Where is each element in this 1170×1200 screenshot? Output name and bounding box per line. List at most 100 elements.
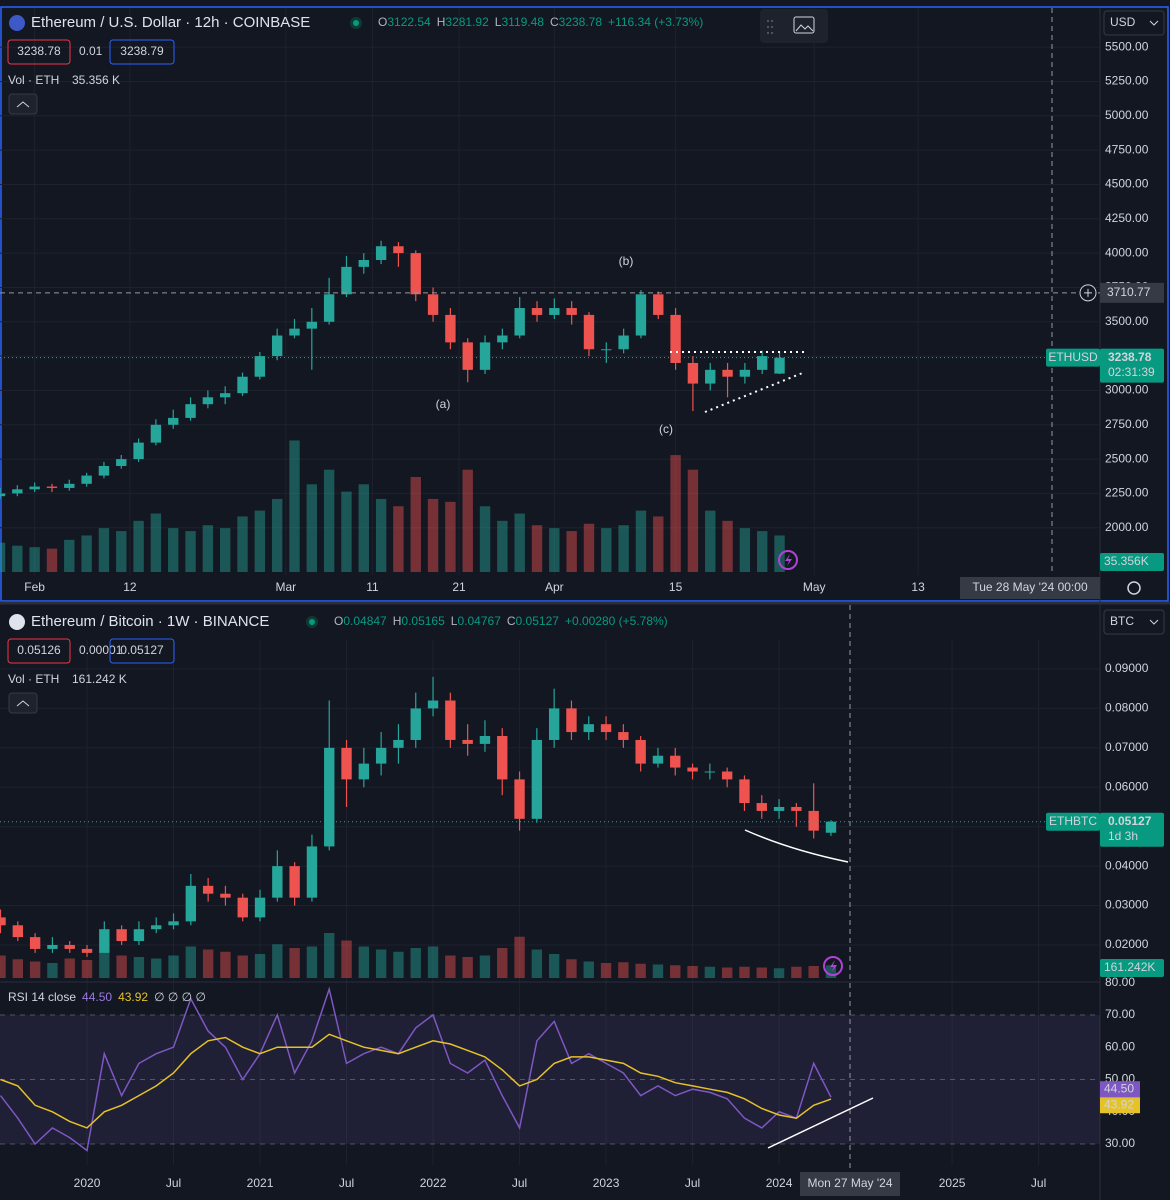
alert-badge[interactable] <box>778 550 798 570</box>
candle-body <box>445 314 456 343</box>
currency-label: USD <box>1110 15 1136 29</box>
legend-value: 3122.54 <box>387 15 431 29</box>
volume-bar <box>12 959 24 978</box>
candle-body <box>116 929 127 942</box>
candle-body <box>306 321 318 329</box>
bid-box[interactable] <box>7 638 71 664</box>
currency-select[interactable] <box>1103 609 1165 635</box>
x-tick-label: Jul <box>166 1176 181 1190</box>
candle-body <box>497 335 508 343</box>
candle-body <box>271 335 283 357</box>
x-tick-label: May <box>803 580 826 594</box>
volume-bar <box>462 469 473 572</box>
candle-body <box>272 866 283 898</box>
candle-body <box>29 486 40 490</box>
volume-bar <box>462 957 473 978</box>
candle-body <box>0 917 6 926</box>
candle-body <box>375 246 387 260</box>
volume-value: 35.356 K <box>72 73 120 87</box>
candle-body <box>531 739 543 819</box>
rsi-ma-line <box>0 1033 832 1129</box>
candle-body <box>220 393 231 398</box>
collapse-icon <box>16 101 30 108</box>
candle-body <box>531 308 543 315</box>
legend-value: 3281.92 <box>445 15 489 29</box>
volume-bar <box>81 960 93 978</box>
collapse-button[interactable] <box>8 93 38 115</box>
volume-bar <box>81 535 92 572</box>
y-tick-label: 5500.00 <box>1105 39 1149 53</box>
volume-bar <box>254 510 266 572</box>
volume-bar <box>254 954 266 978</box>
y-tick-label: 3500.00 <box>1105 314 1149 328</box>
rsi-ma-tag: 43.92 <box>1104 1097 1134 1111</box>
settings-button[interactable] <box>1127 581 1141 595</box>
x-tick-label: 2020 <box>74 1176 101 1190</box>
legend-value: 0.05127 <box>516 614 560 628</box>
rsi-tick-label: 70.00 <box>1105 1007 1135 1021</box>
alert-badge[interactable] <box>823 956 843 976</box>
volume-bar <box>497 948 508 978</box>
candle-body <box>479 736 491 744</box>
candle-body <box>757 356 768 370</box>
volume-bar <box>479 955 491 978</box>
collapse-icon <box>16 700 30 707</box>
y-tick-label: 2500.00 <box>1105 451 1149 465</box>
marks-layer <box>0 8 1100 1168</box>
candle-body <box>81 948 93 953</box>
volume-bar <box>220 528 231 572</box>
candle-body <box>133 929 145 942</box>
volume-bar <box>773 968 785 978</box>
y-tick-label: 0.02000 <box>1105 937 1149 951</box>
volume-bar <box>116 955 127 978</box>
volume-bar <box>185 531 196 572</box>
volume-bar <box>29 961 41 978</box>
candle-body <box>514 308 525 336</box>
legend-change: +0.00280 (+5.78%) <box>565 614 668 628</box>
candle-body <box>704 771 716 773</box>
bid-box[interactable] <box>7 39 71 65</box>
ask-box[interactable] <box>109 638 175 664</box>
volume-bar <box>99 951 110 978</box>
volume-bar <box>600 963 612 978</box>
volume-bar <box>98 528 110 572</box>
candle-body <box>150 424 162 443</box>
dropdown-arrow <box>1149 619 1159 625</box>
last-price-tag: 0.05127 <box>1108 814 1152 828</box>
volume-bar <box>479 506 491 572</box>
symbol-logo <box>9 15 25 31</box>
x-tick-label: 2025 <box>939 1176 966 1190</box>
ask-value: 3238.79 <box>120 44 164 58</box>
volume-bar <box>652 964 664 978</box>
volume-bar <box>47 963 58 978</box>
volume-bar <box>375 949 387 978</box>
last-price-tag-bg <box>1100 348 1164 383</box>
currency-select[interactable] <box>1103 10 1165 36</box>
legend-change: +116.34 (+3.73%) <box>608 15 703 29</box>
crosshair-date: Mon 27 May '24 <box>807 1176 892 1190</box>
candle-body <box>324 747 335 847</box>
chart-title: Ethereum / U.S. Dollar · 12h · COINBASE <box>31 14 310 31</box>
candle-body <box>185 885 197 922</box>
ask-box[interactable] <box>109 39 175 65</box>
candle-body <box>116 459 127 466</box>
volume-bar <box>393 951 404 978</box>
volume-bar <box>687 966 698 978</box>
candle-body <box>410 708 421 740</box>
candle-body <box>375 747 387 764</box>
y-tick-label: 5250.00 <box>1105 74 1149 88</box>
candle-body <box>479 342 491 370</box>
ui-layer: 2000.002250.002500.002750.003000.003250.… <box>7 9 1165 1196</box>
add-alert-icon <box>1084 288 1092 297</box>
candle-body <box>445 700 456 740</box>
candle-body <box>46 486 58 488</box>
volume-bar <box>410 477 421 572</box>
x-tick-label: 2022 <box>420 1176 447 1190</box>
legend-value: 3119.48 <box>501 15 544 29</box>
candle-body <box>47 944 58 949</box>
collapse-button[interactable] <box>8 692 38 714</box>
crosshair-date-bg <box>960 577 1100 599</box>
candle-body <box>635 294 647 336</box>
snapshot-button[interactable] <box>793 16 815 34</box>
volume-bar <box>393 506 404 572</box>
